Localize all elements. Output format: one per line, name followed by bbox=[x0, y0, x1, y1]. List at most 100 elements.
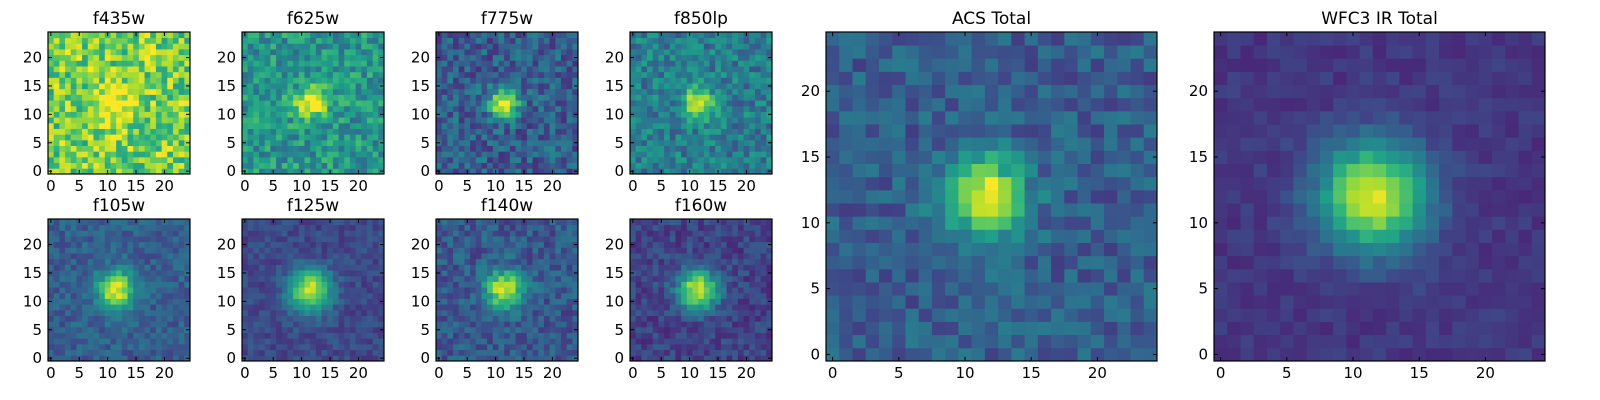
pixel-cell bbox=[509, 43, 516, 50]
pixel-cell bbox=[59, 139, 66, 146]
pixel-cell bbox=[287, 343, 294, 351]
pixel-cell bbox=[121, 332, 128, 339]
pixel-cell bbox=[361, 122, 368, 129]
pixel-cell bbox=[560, 139, 568, 146]
pixel-cell bbox=[635, 43, 642, 50]
pixel-cell bbox=[65, 321, 72, 328]
pixel-cell bbox=[538, 298, 545, 305]
pixel-cell bbox=[749, 88, 756, 95]
pixel-cell bbox=[698, 60, 705, 67]
pixel-cell bbox=[87, 100, 94, 107]
pixel-cell bbox=[686, 83, 693, 90]
pixel-cell bbox=[521, 326, 528, 333]
pixel-cell bbox=[110, 66, 117, 73]
pixel-cell bbox=[76, 270, 83, 277]
pixel-cell bbox=[355, 230, 362, 237]
pixel-cell bbox=[630, 287, 637, 294]
pixel-cell bbox=[458, 168, 465, 175]
pixel-cell bbox=[247, 139, 254, 146]
pixel-cell bbox=[293, 168, 300, 175]
pixel-cell bbox=[355, 241, 362, 248]
pixel-cell bbox=[59, 241, 66, 248]
pixel-cell bbox=[110, 309, 117, 316]
pixel-cell bbox=[436, 275, 443, 282]
pixel-cell bbox=[630, 338, 637, 345]
pixel-cell bbox=[686, 151, 693, 158]
pixel-cell bbox=[754, 281, 762, 288]
pixel-cell bbox=[344, 122, 351, 129]
pixel-cell bbox=[487, 151, 494, 158]
pixel-cell bbox=[127, 247, 134, 254]
pixel-cell bbox=[504, 321, 511, 328]
pixel-cell bbox=[698, 117, 705, 124]
pixel-cell bbox=[372, 230, 379, 237]
pixel-cell bbox=[378, 247, 385, 254]
pixel-cell bbox=[110, 349, 117, 356]
pixel-cell bbox=[436, 287, 443, 294]
pixel-cell bbox=[521, 241, 528, 248]
pixel-cell bbox=[161, 270, 168, 277]
pixel-cell bbox=[749, 77, 756, 84]
pixel-cell bbox=[669, 105, 676, 112]
pixel-cell bbox=[310, 349, 317, 356]
pixel-cell bbox=[681, 60, 688, 67]
pixel-cell bbox=[521, 258, 528, 265]
pixel-cell bbox=[498, 66, 505, 73]
pixel-cell bbox=[242, 258, 249, 265]
pixel-cell bbox=[315, 49, 322, 56]
pixel-cell bbox=[698, 343, 705, 351]
pixel-cell bbox=[641, 309, 648, 316]
pixel-cell bbox=[566, 355, 573, 362]
pixel-cell bbox=[647, 88, 654, 95]
pixel-cell bbox=[321, 168, 328, 175]
pixel-cell bbox=[504, 326, 511, 333]
pixel-cell bbox=[270, 43, 277, 50]
pixel-cell bbox=[526, 258, 533, 265]
pixel-cell bbox=[453, 60, 460, 67]
pixel-cell bbox=[754, 315, 762, 322]
pixel-cell bbox=[110, 117, 117, 124]
pixel-cell bbox=[669, 71, 676, 78]
pixel-cell bbox=[332, 332, 339, 339]
pixel-cell bbox=[703, 162, 710, 169]
pixel-cell bbox=[509, 94, 516, 101]
pixel-cell bbox=[703, 49, 710, 56]
pixel-cell bbox=[652, 77, 659, 84]
pixel-cell bbox=[116, 100, 123, 107]
pixel-cell bbox=[366, 162, 374, 169]
pixel-cell bbox=[560, 264, 568, 271]
pixel-cell bbox=[709, 49, 716, 56]
pixel-cell bbox=[276, 77, 283, 84]
pixel-cell bbox=[76, 156, 83, 164]
pixel-cell bbox=[372, 43, 379, 50]
pixel-cell bbox=[253, 43, 260, 50]
pixel-cell bbox=[372, 134, 379, 141]
pixel-cell bbox=[458, 304, 465, 311]
pixel-cell bbox=[698, 349, 705, 356]
pixel-cell bbox=[504, 338, 511, 345]
pixel-cell bbox=[532, 37, 539, 44]
pixel-cell bbox=[116, 43, 123, 50]
pixel-cell bbox=[76, 43, 83, 50]
pixel-cell bbox=[270, 304, 277, 311]
pixel-cell bbox=[172, 156, 180, 164]
pixel-cell bbox=[749, 83, 756, 90]
pixel-cell bbox=[321, 83, 328, 90]
pixel-cell bbox=[532, 253, 539, 260]
pixel-cell bbox=[155, 338, 162, 345]
pixel-cell bbox=[127, 37, 134, 44]
pixel-cell bbox=[487, 332, 494, 339]
pixel-cell bbox=[664, 71, 671, 78]
pixel-cell bbox=[161, 298, 168, 305]
pixel-cell bbox=[310, 309, 317, 316]
pixel-cell bbox=[327, 281, 334, 288]
pixel-cell bbox=[686, 332, 693, 339]
pixel-cell bbox=[378, 66, 385, 73]
pixel-cell bbox=[698, 338, 705, 345]
pixel-cell bbox=[566, 49, 573, 56]
pixel-cell bbox=[470, 270, 477, 277]
pixel-cell bbox=[361, 156, 368, 164]
pixel-cell bbox=[754, 321, 762, 328]
pixel-cell bbox=[737, 151, 744, 158]
pixel-cell bbox=[304, 326, 311, 333]
